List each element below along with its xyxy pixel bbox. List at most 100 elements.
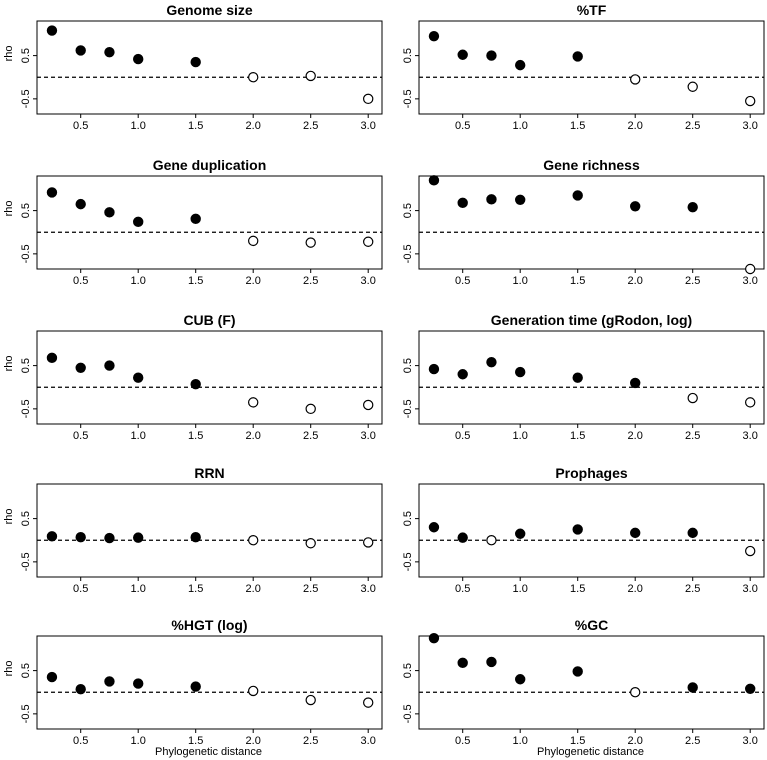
panel-3-point-open xyxy=(305,237,316,248)
panel-9-point-filled xyxy=(132,678,144,689)
panel-1-point-filled xyxy=(75,45,86,56)
panel-5-point-filled xyxy=(46,352,58,364)
panel-2-x-tick-label: 3.0 xyxy=(743,120,758,132)
panel-10-x-tick-label: 1.5 xyxy=(570,735,585,747)
panel-4-x-tick-label: 2.0 xyxy=(628,275,643,287)
panel-10-point-filled xyxy=(745,683,756,694)
panel-3-point-open xyxy=(247,235,259,247)
panel-10-point-open xyxy=(630,687,641,698)
panel-1-y-tick-label: -0.5 xyxy=(20,89,32,108)
panel-3-point-filled xyxy=(132,216,144,228)
panel-10-point-filled xyxy=(486,656,497,668)
panel-6-x-tick-label: 3.0 xyxy=(743,430,758,442)
panel-2-x-tick-label: 2.5 xyxy=(685,120,700,132)
panel-10-x-tick-label: 0.5 xyxy=(455,735,470,747)
panel-10-y-tick-label: 0.5 xyxy=(402,663,414,678)
panel-9-y-tick-label: 0.5 xyxy=(20,663,32,678)
panel-4-x-tick-label: 2.5 xyxy=(685,275,700,287)
panel-9-y-tick-label: -0.5 xyxy=(20,704,32,723)
panel-7-x-tick-label: 2.5 xyxy=(303,583,318,595)
panel-1-x-tick-label: 0.5 xyxy=(73,120,88,132)
panel-5-x-tick-label: 2.0 xyxy=(246,430,261,442)
panel-2-point-filled xyxy=(428,30,440,42)
panel-10-x-tick-label: 2.5 xyxy=(685,735,700,747)
panel-4-point-filled xyxy=(486,194,497,205)
panel-3-x-tick-label: 1.5 xyxy=(188,275,203,287)
panel-2-x-tick-label: 0.5 xyxy=(455,120,470,132)
panel-5-point-filled xyxy=(75,362,86,373)
panel-9-x-tick-label: 2.0 xyxy=(246,735,261,747)
panel-2-point-filled xyxy=(515,59,526,71)
panel-8-x-tick-label: 0.5 xyxy=(455,583,470,595)
panel-8-x-tick-label: 1.5 xyxy=(570,583,585,595)
panel-9-y-axis-label: rho xyxy=(3,660,15,676)
panel-4-point-open xyxy=(745,263,756,275)
panel-7-point-open xyxy=(247,535,259,546)
panel-6-y-tick-label: 0.5 xyxy=(402,358,414,373)
panel-2-frame xyxy=(418,20,765,115)
panel-6-point-filled xyxy=(428,363,440,375)
panel-4-x-tick-label: 0.5 xyxy=(455,275,470,287)
panel-1-point-open xyxy=(305,70,316,82)
panel-7-point-open xyxy=(305,538,316,549)
panel-1-x-tick-label: 2.5 xyxy=(303,120,318,132)
panel-6-x-tick-label: 0.5 xyxy=(455,430,470,442)
panel-5-x-tick-label: 3.0 xyxy=(361,430,376,442)
panel-4-x-tick-label: 3.0 xyxy=(743,275,758,287)
panel-9-point-filled xyxy=(75,684,86,695)
panel-5-y-tick-label: -0.5 xyxy=(20,399,32,418)
panel-4-point-filled xyxy=(428,175,440,186)
panel-4-point-filled xyxy=(572,190,583,201)
panel-9-x-tick-label: 1.0 xyxy=(131,735,146,747)
panel-6-x-tick-label: 1.5 xyxy=(570,430,585,442)
panel-3-x-tick-label: 3.0 xyxy=(361,275,376,287)
panel-6-point-open xyxy=(687,392,698,404)
panel-5-x-tick-label: 1.5 xyxy=(188,430,203,442)
panel-7-title: RRN xyxy=(194,465,224,481)
panel-7-y-axis-label: rho xyxy=(3,508,15,524)
panel-3-x-tick-label: 2.5 xyxy=(303,275,318,287)
panel-9-point-open xyxy=(305,694,316,706)
panel-6-x-tick-label: 1.0 xyxy=(513,430,528,442)
panel-2-y-tick-label: 0.5 xyxy=(402,48,414,63)
panel-9-point-open xyxy=(247,685,259,697)
panel-3-x-tick-label: 2.0 xyxy=(246,275,261,287)
panel-5-y-tick-label: 0.5 xyxy=(20,358,32,373)
panel-3-x-tick-label: 0.5 xyxy=(73,275,88,287)
panel-8-title: Prophages xyxy=(555,465,628,481)
panel-7-x-tick-label: 3.0 xyxy=(361,583,376,595)
panel-10-point-filled xyxy=(428,632,440,644)
panel-3-frame xyxy=(36,175,383,270)
panel-6-point-filled xyxy=(572,372,583,383)
panel-4-point-filled xyxy=(687,201,698,213)
panel-10-title: %GC xyxy=(575,617,608,633)
panel-7-point-open xyxy=(363,537,374,548)
panel-2-title: %TF xyxy=(577,2,607,18)
panel-9-point-open xyxy=(363,697,374,708)
panel-1-x-tick-label: 1.5 xyxy=(188,120,203,132)
panel-8-point-filled xyxy=(572,524,583,535)
panel-2-point-filled xyxy=(486,50,497,61)
panel-1-point-open xyxy=(363,93,374,105)
panel-6-y-tick-label: -0.5 xyxy=(402,399,414,418)
panel-5-title: CUB (F) xyxy=(183,312,235,328)
panel-1-title: Genome size xyxy=(166,2,253,18)
panel-10-x-tick-label: 2.0 xyxy=(628,735,643,747)
panel-8-y-tick-label: 0.5 xyxy=(402,511,414,526)
panel-10-point-filled xyxy=(572,666,583,677)
panel-7-point-filled xyxy=(75,532,86,543)
panel-4-point-filled xyxy=(457,197,468,209)
panel-7-point-filled xyxy=(104,532,115,544)
panel-5-x-tick-label: 0.5 xyxy=(73,430,88,442)
panel-9-frame xyxy=(36,635,383,730)
panel-2-x-tick-label: 1.0 xyxy=(513,120,528,132)
panel-6-x-tick-label: 2.0 xyxy=(628,430,643,442)
panel-8-x-tick-label: 3.0 xyxy=(743,583,758,595)
panel-7-frame xyxy=(36,483,383,578)
panel-9-x-tick-label: 0.5 xyxy=(73,735,88,747)
panel-7-x-tick-label: 2.0 xyxy=(246,583,261,595)
panel-10-point-filled xyxy=(515,674,526,685)
panel-9-x-tick-label: 1.5 xyxy=(188,735,203,747)
panel-7-y-tick-label: 0.5 xyxy=(20,511,32,526)
panel-3-point-filled xyxy=(46,187,58,198)
